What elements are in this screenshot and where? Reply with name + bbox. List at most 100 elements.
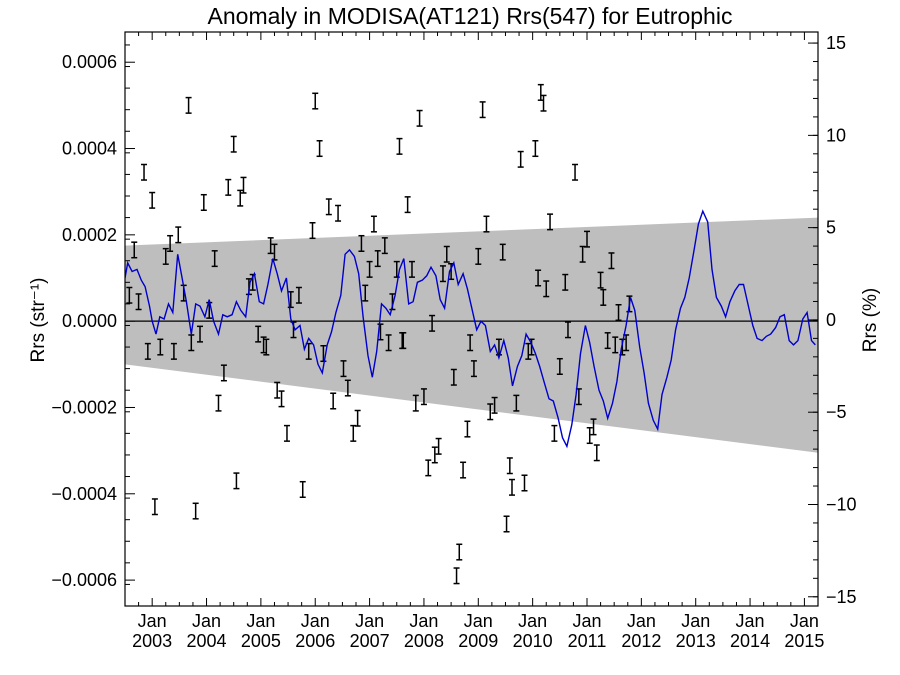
error-bar-51 [350, 424, 357, 442]
error-bar-91 [499, 243, 506, 261]
error-bar-16 [197, 325, 204, 343]
x-tick-year-5: 2008 [404, 631, 444, 651]
error-bar-5 [149, 191, 156, 209]
error-bar-115 [590, 418, 597, 436]
error-bar-71 [425, 459, 432, 477]
error-bar-21 [220, 364, 227, 382]
error-bar-46 [325, 198, 332, 216]
error-bar-98 [525, 342, 532, 360]
error-bar-22 [225, 178, 232, 196]
y-tick-label-left-3: 0.0000 [62, 311, 117, 331]
error-bar-122 [615, 304, 622, 322]
error-bar-96 [517, 150, 524, 168]
error-bar-13 [185, 96, 192, 114]
x-tick-month-2: Jan [246, 611, 275, 631]
x-tick-year-6: 2009 [458, 631, 498, 651]
error-bar-1 [131, 241, 138, 259]
y-axis-label-left: Rrs (str⁻¹) [28, 278, 49, 363]
error-bar-74 [435, 437, 442, 455]
error-bar-23 [230, 135, 237, 153]
chart-title: Anomaly in MODISA(AT121) Rrs(547) for Eu… [208, 3, 733, 29]
x-tick-month-6: Jan [464, 611, 493, 631]
y-tick-label-right-0: 15 [826, 33, 846, 53]
error-bar-4 [144, 342, 151, 360]
y-axis-right: 15 10 5 0 −5 −10 −15 [808, 33, 857, 607]
error-bar-26 [240, 176, 247, 194]
error-bar-109 [564, 321, 571, 339]
error-bar-52 [354, 409, 361, 427]
error-bar-20 [215, 394, 222, 412]
x-tick-year-4: 2007 [350, 631, 390, 651]
error-bar-104 [543, 280, 550, 298]
error-bar-95 [513, 394, 520, 412]
y-tick-label-left-6: −0.0006 [51, 570, 117, 590]
x-tick-month-0: Jan [138, 611, 167, 631]
error-bar-82 [464, 420, 471, 438]
y-tick-label-right-6: −15 [826, 587, 857, 607]
error-bar-81 [460, 461, 467, 479]
error-bar-73 [431, 446, 438, 464]
error-bar-84 [470, 360, 477, 378]
error-bar-53 [358, 234, 365, 252]
x-tick-month-5: Jan [409, 611, 438, 631]
error-bar-76 [443, 245, 450, 263]
error-bar-79 [453, 567, 460, 585]
error-bar-17 [200, 193, 207, 211]
x-tick-month-3: Jan [301, 611, 330, 631]
error-bar-43 [312, 92, 319, 110]
error-bar-39 [295, 286, 302, 304]
x-axis: Jan2003Jan2004Jan2005Jan2006Jan2007Jan20… [132, 32, 824, 651]
error-bar-57 [374, 250, 381, 268]
error-bar-8 [162, 247, 169, 265]
error-bar-90 [495, 338, 502, 356]
y-axis-label-right: Rrs (%) [860, 288, 881, 352]
error-bar-78 [450, 368, 457, 386]
error-bar-108 [562, 273, 569, 291]
error-bar-54 [362, 284, 369, 302]
error-bar-29 [255, 325, 262, 343]
error-bar-88 [487, 403, 494, 421]
error-bar-19 [211, 250, 218, 268]
error-bar-47 [330, 392, 337, 410]
y-tick-label-left-2: 0.0002 [62, 225, 117, 245]
error-bar-56 [370, 215, 377, 233]
error-bar-68 [412, 394, 419, 412]
error-bar-48 [335, 204, 342, 222]
error-bar-15 [192, 502, 199, 520]
plot-frame [124, 31, 819, 607]
x-tick-month-12: Jan [790, 611, 819, 631]
error-bar-106 [551, 424, 558, 442]
error-bar-2 [135, 293, 142, 311]
error-bar-110 [572, 163, 579, 181]
y-axis-left: 0.0006 0.0004 0.0002 0.0000 −0.0002 −0.0004 −0… [51, 44, 135, 590]
error-bar-114 [586, 427, 593, 445]
error-bar-97 [521, 474, 528, 492]
error-bar-75 [439, 265, 446, 283]
error-bar-37 [287, 291, 294, 309]
error-bar-87 [483, 215, 490, 233]
x-tick-year-7: 2010 [513, 631, 553, 651]
x-tick-year-8: 2011 [568, 631, 607, 651]
error-bar-67 [408, 260, 415, 278]
x-tick-year-1: 2004 [187, 631, 227, 651]
error-bar-121 [612, 336, 619, 354]
error-bar-116 [593, 444, 600, 462]
error-bar-103 [540, 94, 547, 112]
x-tick-year-11: 2014 [730, 631, 770, 651]
y-tick-label-left-0: 0.0006 [62, 52, 117, 72]
error-bar-9 [167, 234, 174, 252]
x-tick-month-9: Jan [627, 611, 656, 631]
y-tick-label-left-1: 0.0004 [62, 139, 117, 159]
x-tick-year-9: 2012 [621, 631, 661, 651]
error-bar-118 [600, 288, 607, 306]
error-bar-117 [597, 271, 604, 289]
error-bar-94 [508, 478, 515, 496]
x-tick-year-0: 2003 [132, 631, 172, 651]
error-bar-6 [151, 498, 158, 516]
error-bar-83 [467, 334, 474, 352]
x-tick-year-10: 2013 [676, 631, 716, 651]
y-tick-label-right-4: −5 [826, 402, 847, 422]
error-bar-50 [344, 379, 351, 397]
error-bar-86 [479, 101, 486, 119]
